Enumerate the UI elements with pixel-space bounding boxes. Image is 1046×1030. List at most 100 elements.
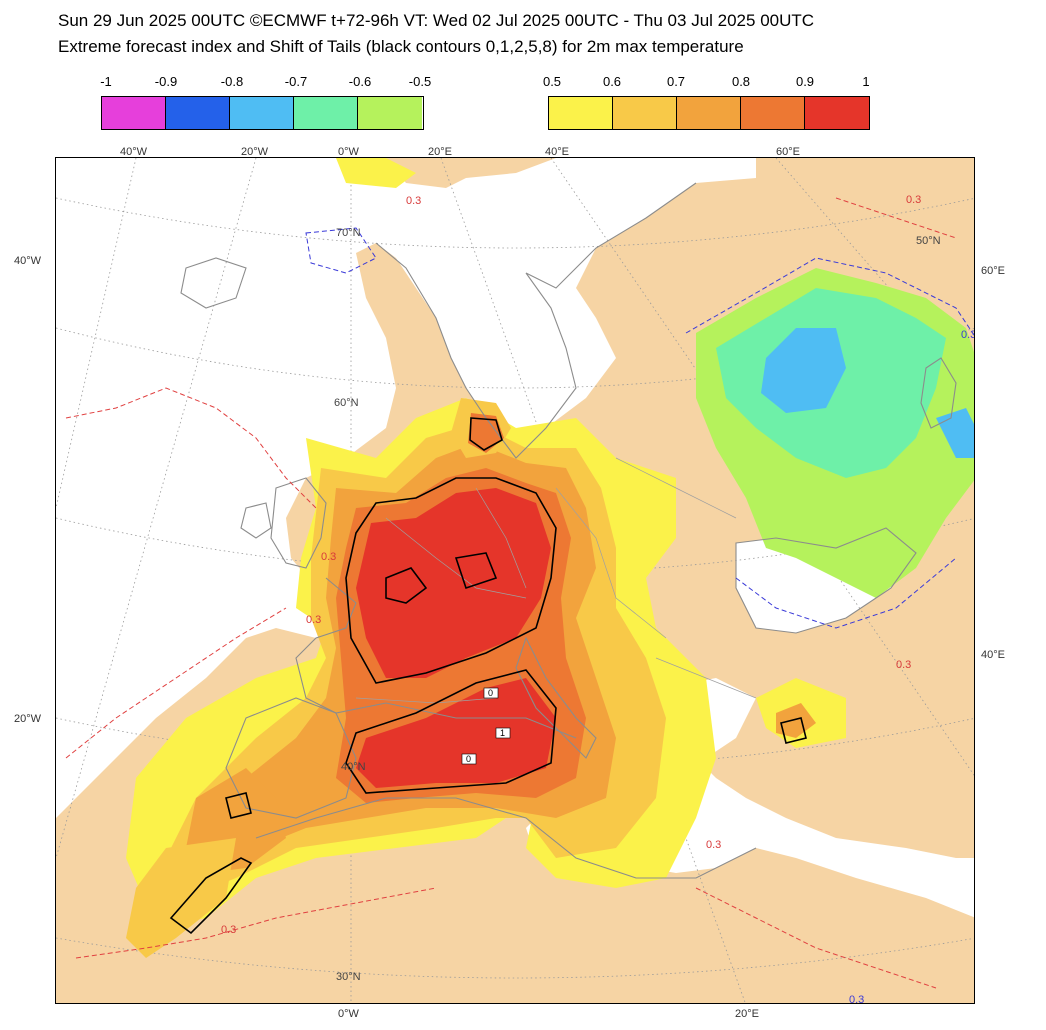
colorbar-negative-swatch-1	[102, 97, 166, 129]
lat-label-50n: 50°N	[916, 235, 941, 247]
contour-label-7: 0.3	[906, 194, 921, 206]
lon-label-top-40e: 40°E	[545, 146, 569, 158]
contour-label-8: 0.3	[849, 994, 864, 1004]
colorbar-negative-swatch-2	[166, 97, 230, 129]
marker-box-2	[495, 727, 511, 739]
grid-lat-30n	[56, 937, 974, 979]
colorbar-negative-tick-1: -1	[100, 74, 112, 89]
contour-labels: 0.3 0.3 0.3 0.3 0.3 0.3 0.3 0.3 0.3	[221, 194, 975, 1004]
efi-dashed-contours	[65, 197, 974, 989]
grid-lon-40w	[56, 158, 137, 509]
dashed-blue-east	[685, 257, 974, 336]
coast-black-sea	[735, 527, 917, 634]
colorbar-negative-tick-3: -0.8	[220, 74, 244, 89]
colorbar-positive-swatch-4	[741, 97, 805, 129]
coast-iceland	[180, 257, 247, 309]
border-4	[615, 457, 737, 519]
colorbar-positive-swatch-2	[613, 97, 677, 129]
efi-0.7-east-med	[776, 703, 816, 738]
sot-contour-0-iberia	[169, 857, 253, 935]
contour-label-6: 0.3	[896, 659, 911, 671]
lon-label-left-40w: 40°W	[14, 255, 42, 267]
sot-contour-1-c	[225, 792, 252, 819]
colorbar-negative-tick-4: -0.7	[284, 74, 308, 89]
coast-scandinavia	[375, 182, 697, 459]
lon-label-top-40w: 40°W	[120, 146, 148, 158]
lon-label-right-40e: 40°E	[981, 649, 1005, 661]
colorbar-positive-swatch-5	[805, 97, 869, 129]
colorbar-negative-swatch-5	[358, 97, 422, 129]
contour-label-3: 0.3	[306, 614, 321, 626]
contour-label-1: 0.3	[406, 195, 421, 207]
marker-label-2: 1	[500, 728, 505, 738]
map-panel: 0.3 0.3 0.3 0.3 0.3 0.3 0.3 0.3 0.3 70°N…	[55, 157, 975, 1004]
dashed-red-west	[65, 607, 287, 759]
lat-label-70n: 70°N	[336, 227, 361, 239]
country-borders	[355, 457, 757, 704]
colorbar-positive-tick-1: 0.5	[542, 74, 562, 89]
sot-contour-0-main	[345, 477, 557, 684]
marker-box-3	[461, 753, 477, 765]
dashed-blue-north	[305, 227, 377, 274]
marker-label-3: 0	[466, 754, 471, 764]
white-value-markers: 0 1 0	[461, 687, 511, 765]
map-title-line1: Sun 29 Jun 2025 00UTC ©ECMWF t+72-96h VT…	[58, 11, 815, 30]
contour-label-9: 0.3	[961, 329, 975, 341]
lon-label-top-20w: 20°W	[241, 146, 269, 158]
lat-label-40n: 40°N	[341, 761, 366, 773]
coastlines	[180, 182, 957, 879]
map-lat-labels: 70°N 60°N 40°N 30°N 50°N	[334, 227, 941, 983]
border-1	[385, 517, 527, 599]
marker-label-1: 0	[488, 688, 493, 698]
coast-british-isles	[240, 477, 327, 569]
colorbar-positive-tick-3: 0.7	[666, 74, 686, 89]
lon-label-top-20e: 20°E	[428, 146, 452, 158]
efi-map: 0.3 0.3 0.3 0.3 0.3 0.3 0.3 0.3 0.3 70°N…	[56, 158, 975, 1004]
border-3	[555, 487, 667, 639]
colorbar-negative-tick-2: -0.9	[154, 74, 178, 89]
coast-caspian	[920, 357, 957, 429]
lon-label-bottom-0w: 0°W	[338, 1008, 359, 1020]
lat-label-30n: 30°N	[336, 971, 361, 983]
colorbar-positive-swatch-3	[677, 97, 741, 129]
efi-negative-shading	[696, 268, 974, 598]
sea-atlantic-north	[56, 158, 756, 818]
colorbar-positive-tick-6: 1	[862, 74, 870, 89]
border-6	[655, 657, 757, 699]
grid-lon-40e	[550, 158, 974, 776]
dashed-red-east	[695, 887, 937, 989]
colorbar-positive-swatch-1	[549, 97, 613, 129]
sot-contour-1-d	[780, 717, 807, 744]
contour-label-4: 0.3	[221, 924, 236, 936]
lon-label-left-20w: 20°W	[14, 713, 42, 725]
coast-italy	[515, 636, 597, 759]
sot-contour-1-b	[454, 552, 498, 590]
grid-lon-60e	[775, 158, 974, 387]
colorbar-positive-tick-5: 0.9	[795, 74, 815, 89]
efi-0.5-north	[336, 158, 416, 188]
lat-label-60n: 60°N	[334, 397, 359, 409]
efi-0.6-morocco	[126, 838, 236, 958]
dashed-red-atlantic	[65, 387, 317, 509]
colorbar-negative-bar	[101, 96, 424, 130]
lon-label-bottom-20e: 20°E	[735, 1008, 759, 1020]
border-2	[475, 487, 527, 589]
colorbar-positive-tick-4: 0.8	[731, 74, 751, 89]
dashed-blue-south	[735, 557, 957, 629]
sot-contour-1-a	[385, 567, 428, 604]
grid-lat-70n	[56, 197, 974, 249]
contour-label-5: 0.3	[706, 839, 721, 851]
map-title-line2: Extreme forecast index and Shift of Tail…	[58, 37, 744, 56]
dashed-red-south	[75, 887, 437, 959]
colorbar-negative-swatch-3	[230, 97, 294, 129]
lon-label-top-0w: 0°W	[338, 146, 359, 158]
coast-north-africa	[255, 797, 757, 879]
colorbar-negative-tick-6: -0.5	[408, 74, 432, 89]
lon-label-right-60e: 60°E	[981, 265, 1005, 277]
marker-box-1	[483, 687, 499, 699]
colorbar-positive-tick-2: 0.6	[602, 74, 622, 89]
coast-iberia	[225, 697, 357, 819]
efi-neg-0.7-region	[761, 328, 846, 413]
efi-0.9-region-south	[356, 678, 556, 788]
colorbar-negative-swatch-4	[294, 97, 358, 129]
